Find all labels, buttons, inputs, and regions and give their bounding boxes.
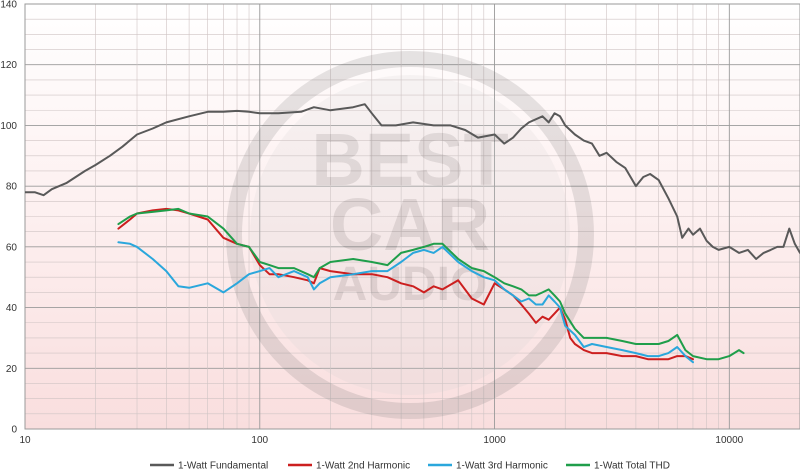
x-tick-label: 10 (19, 435, 31, 446)
x-tick-label: 1000 (483, 435, 506, 446)
watermark-ring (226, 51, 594, 419)
y-tick-label: 60 (6, 242, 18, 253)
x-tick-label: 10000 (715, 435, 743, 446)
y-axis-tick-labels: 0 20 40 60 80 100 120 140 (0, 0, 17, 436)
watermark-text-line1: BEST (311, 118, 508, 201)
legend-label: 1-Watt 3rd Harmonic (456, 461, 548, 471)
data-series (25, 103, 800, 364)
legend-item: 1-Watt Total THD (566, 461, 670, 471)
watermark: BEST CAR AUDIO (226, 51, 594, 419)
watermark-text-line2: CAR (330, 183, 490, 266)
plot-border (24, 3, 800, 430)
watermark-disc (250, 75, 570, 395)
legend-item: 1-Watt 2nd Harmonic (288, 461, 410, 471)
legend-label: 1-Watt Total THD (594, 461, 670, 471)
y-tick-label: 100 (0, 121, 17, 132)
y-tick-label: 20 (6, 364, 18, 375)
series-line-1-watt-2nd-harmonic (117, 207, 694, 361)
series-line-1-watt-3rd-harmonic (117, 241, 694, 364)
legend-label: 1-Watt 2nd Harmonic (316, 461, 410, 471)
x-tick-label: 100 (251, 435, 268, 446)
y-tick-label: 80 (6, 182, 18, 193)
series-line-1-watt-fundamental (25, 103, 800, 260)
series-line-1-watt-total-thd (117, 207, 745, 361)
legend-item: 1-Watt Fundamental (150, 461, 268, 471)
y-tick-label: 0 (11, 425, 17, 436)
y-tick-label: 120 (0, 60, 17, 71)
y-tick-label: 140 (0, 0, 17, 11)
legend-item: 1-Watt 3rd Harmonic (428, 461, 548, 471)
grid-lines (24, 3, 800, 430)
chart-legend: 1-Watt Fundamental 1-Watt 2nd Harmonic 1-W… (150, 461, 670, 471)
legend-label: 1-Watt Fundamental (178, 461, 268, 471)
y-tick-label: 40 (6, 303, 18, 314)
x-axis-tick-labels: 10 100 1000 10000 (19, 435, 743, 446)
